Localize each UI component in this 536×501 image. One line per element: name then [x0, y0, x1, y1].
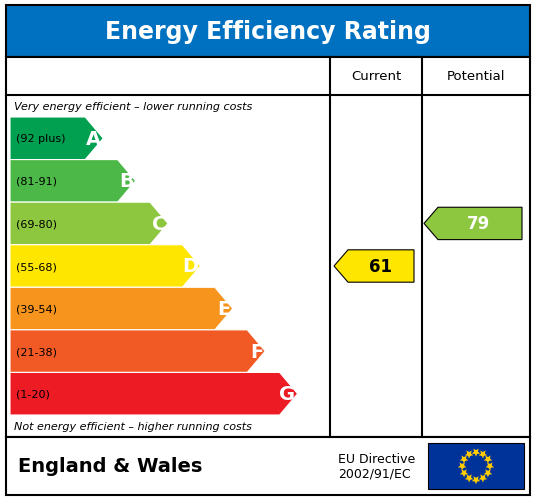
Text: 79: 79 [467, 215, 490, 233]
Text: (21-38): (21-38) [16, 347, 57, 356]
Text: B: B [119, 172, 133, 191]
Text: (39-54): (39-54) [16, 304, 57, 314]
Text: G: G [279, 384, 295, 403]
Text: Not energy efficient – higher running costs: Not energy efficient – higher running co… [14, 421, 252, 431]
Text: Current: Current [351, 70, 401, 83]
Polygon shape [479, 450, 487, 458]
Text: (1-20): (1-20) [16, 389, 50, 399]
Bar [428, 443, 524, 489]
Text: E: E [218, 300, 231, 319]
Text: F: F [250, 342, 263, 361]
Polygon shape [334, 250, 414, 283]
Polygon shape [10, 118, 103, 160]
Text: Very energy efficient – lower running costs: Very energy efficient – lower running co… [14, 102, 252, 112]
Text: England & Wales: England & Wales [18, 456, 203, 475]
Polygon shape [10, 203, 168, 245]
Polygon shape [458, 462, 466, 470]
Polygon shape [472, 476, 480, 484]
Polygon shape [10, 373, 297, 415]
Bar [6, 58, 530, 437]
Text: C: C [152, 214, 166, 233]
Text: D: D [182, 257, 198, 276]
Polygon shape [10, 330, 265, 373]
Polygon shape [460, 455, 468, 463]
Polygon shape [465, 474, 473, 482]
Bar [6, 6, 530, 58]
Polygon shape [483, 455, 492, 463]
Polygon shape [424, 208, 522, 240]
Text: (55-68): (55-68) [16, 262, 57, 272]
Polygon shape [10, 245, 200, 288]
Polygon shape [460, 469, 468, 477]
Text: EU Directive
2002/91/EC: EU Directive 2002/91/EC [338, 452, 415, 480]
Text: 61: 61 [369, 258, 391, 276]
Text: (92 plus): (92 plus) [16, 134, 65, 144]
Text: A: A [86, 130, 101, 148]
Polygon shape [10, 160, 136, 203]
Text: Potential: Potential [446, 70, 505, 83]
Polygon shape [465, 450, 473, 458]
Polygon shape [486, 462, 494, 470]
Bar [6, 437, 530, 495]
Polygon shape [483, 469, 492, 477]
Text: Energy Efficiency Rating: Energy Efficiency Rating [105, 20, 431, 44]
Polygon shape [472, 449, 480, 457]
Polygon shape [10, 288, 233, 330]
Polygon shape [479, 474, 487, 482]
Text: (69-80): (69-80) [16, 219, 57, 229]
Text: (81-91): (81-91) [16, 176, 57, 186]
